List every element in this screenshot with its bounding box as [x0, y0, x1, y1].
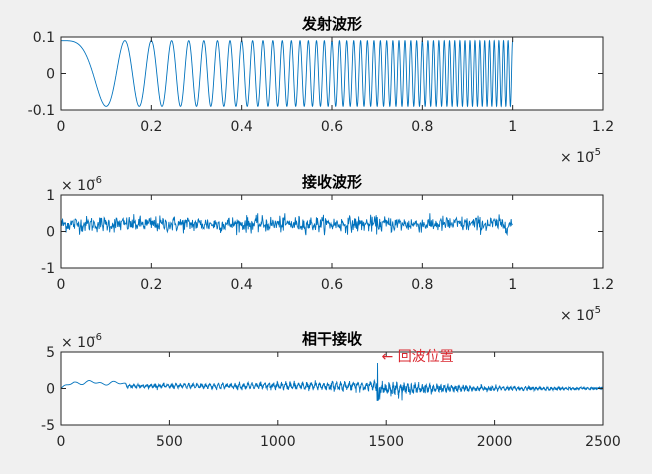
- x-tick-label: 0.6: [321, 277, 343, 293]
- signal-line: [60, 362, 604, 401]
- panel-title: 接收波形: [302, 173, 362, 191]
- panel-coherent: 相干接收 0 500 1000 1500 2000 2500 50-5 × 10 -6 ←…: [41, 330, 621, 450]
- x-tick-label: 1: [508, 119, 517, 135]
- x-tick-label: 0.8: [411, 277, 433, 293]
- y-tick-label: -5: [41, 418, 55, 434]
- y-tick-label: 0: [46, 67, 55, 83]
- x-exponent-power: -5: [591, 305, 601, 316]
- x-tick-label: 0: [57, 119, 66, 135]
- y-tick-label: -1: [41, 261, 55, 277]
- y-ticks: 1 0 -1: [41, 188, 603, 277]
- axes-box: [61, 37, 603, 110]
- y-exponent-power: -6: [92, 332, 102, 343]
- panel-receive: 接收波形 0 0.2 0.4 0.6 0.8 1 1.2 10-1 × 10 -6 × 10…: [41, 173, 614, 324]
- y-exponent-base: × 10: [61, 335, 95, 351]
- panel-title: 相干接收: [302, 330, 362, 348]
- panel-transmit: 发射波形 0 0.2 0.4 0.6 0.8 1 1.2 0.10-0.1 × 10 -5: [28, 15, 614, 166]
- echo-annotation: ← 回波位置: [382, 349, 454, 365]
- x-exponent-base: × 10: [560, 308, 594, 324]
- y-ticks: 5 0 -5: [41, 345, 603, 434]
- y-ticks: 0.1 0 -0.1: [28, 30, 603, 119]
- x-tick-label: 0.2: [140, 277, 162, 293]
- y-tick-label: 0: [46, 225, 55, 241]
- x-tick-label: 0.6: [321, 119, 343, 135]
- x-exponent-base: × 10: [560, 150, 594, 166]
- y-exponent-label: × 10 -6: [61, 332, 102, 351]
- y-tick-label: 0.1: [33, 30, 55, 46]
- x-tick-label: 0.2: [140, 119, 162, 135]
- panel-title: 发射波形: [301, 15, 362, 33]
- x-tick-label: 2500: [585, 434, 621, 450]
- x-tick-label: 2000: [477, 434, 513, 450]
- x-tick-label: 1.2: [592, 277, 614, 293]
- plot-area: [60, 362, 604, 401]
- x-ticks: 0 0.2 0.4 0.6 0.8 1 1.2: [57, 195, 614, 293]
- y-exponent-power: -6: [92, 175, 102, 186]
- y-tick-label: -0.1: [28, 103, 55, 119]
- x-exponent-power: -5: [591, 147, 601, 158]
- x-tick-label: 1: [508, 277, 517, 293]
- x-tick-label: 0.4: [231, 119, 253, 135]
- x-ticks: 0 500 1000 1500 2000 2500: [57, 352, 621, 450]
- x-tick-label: 0.8: [411, 119, 433, 135]
- x-ticks: 0 0.2 0.4 0.6 0.8 1 1.2: [57, 37, 614, 135]
- plot-area: [61, 39, 514, 108]
- x-tick-label: 0: [57, 434, 66, 450]
- y-tick-label: 1: [46, 188, 55, 204]
- x-tick-label: 1.2: [592, 119, 614, 135]
- x-exponent-label: × 10 -5: [560, 305, 601, 324]
- y-tick-label: 0: [46, 382, 55, 398]
- y-exponent-base: × 10: [61, 178, 95, 194]
- plot-area: [60, 213, 513, 237]
- x-tick-label: 1500: [368, 434, 404, 450]
- x-tick-label: 500: [156, 434, 183, 450]
- x-tick-label: 1000: [260, 434, 296, 450]
- y-tick-label: 5: [46, 345, 55, 361]
- x-tick-label: 0.4: [231, 277, 253, 293]
- x-tick-label: 0: [57, 277, 66, 293]
- signal-line: [60, 213, 513, 237]
- axes-box: [61, 195, 603, 268]
- x-exponent-label: × 10 -5: [560, 147, 601, 166]
- signal-line: [61, 39, 514, 108]
- y-exponent-label: × 10 -6: [61, 175, 102, 194]
